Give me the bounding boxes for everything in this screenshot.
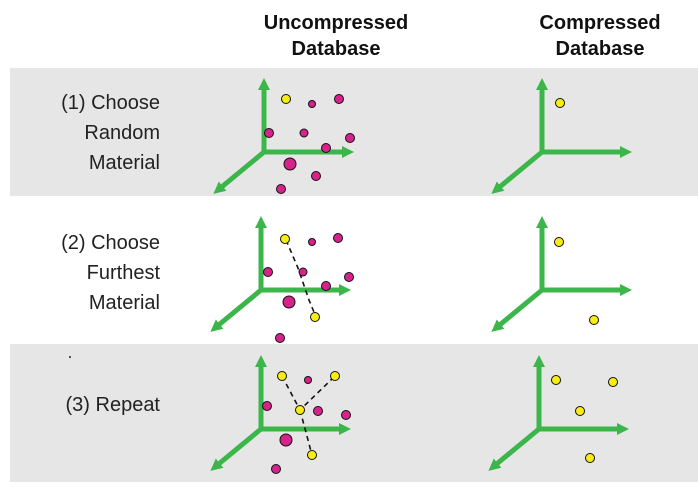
3d-axes-icon [488, 427, 541, 471]
selected-point-icon [555, 98, 565, 108]
material-point-icon [313, 406, 323, 416]
3d-axes-icon [491, 288, 544, 332]
step-label-line: Material [88, 152, 160, 174]
material-point-icon [283, 157, 297, 171]
material-point-icon [308, 100, 316, 108]
step-label-line: Material [88, 292, 160, 314]
selected-point-icon [589, 315, 599, 325]
selected-point-icon [585, 453, 595, 463]
3d-axes-icon [210, 427, 263, 471]
material-point-icon [304, 376, 312, 384]
material-point-icon [264, 128, 274, 138]
uncompressed-database-header: Uncompressed Database [226, 10, 446, 62]
material-point-icon [308, 238, 316, 246]
step-label-line: Furthest [86, 262, 160, 284]
material-point-icon [279, 433, 293, 447]
material-point-icon [298, 267, 308, 277]
selected-point-icon [310, 312, 320, 322]
step-2-label: (2) Choose Furthest Material [20, 228, 160, 318]
step-label-line: (3) Repeat [65, 394, 161, 416]
material-point-icon [333, 233, 343, 243]
step-1-band [10, 68, 698, 196]
material-point-icon [263, 267, 273, 277]
material-point-icon [344, 272, 354, 282]
distance-line [285, 239, 317, 318]
header-line: Database [291, 38, 381, 60]
selected-point-icon [608, 377, 618, 387]
material-point-icon [321, 143, 331, 153]
selected-point-icon [554, 237, 564, 247]
step-1-label: (1) Choose Random Material [20, 88, 160, 178]
material-point-icon [299, 128, 309, 138]
distance-line [299, 409, 313, 456]
compressed-database-header: Compressed Database [490, 10, 698, 62]
selected-point-icon [575, 406, 585, 416]
material-point-icon [262, 401, 272, 411]
selected-point-icon [280, 234, 290, 244]
selected-point-icon [281, 94, 291, 104]
header-line: Uncompressed [263, 12, 409, 34]
selected-point-icon [551, 375, 561, 385]
material-point-icon [275, 333, 285, 343]
3d-axes-icon [210, 288, 263, 332]
material-point-icon [311, 171, 321, 181]
material-point-icon [321, 281, 331, 291]
material-point-icon [271, 464, 281, 474]
step-label-line: (1) Choose [61, 92, 160, 114]
material-point-icon [334, 94, 344, 104]
header-line: Compressed [539, 12, 661, 34]
header-line: Database [555, 38, 645, 60]
3d-axes-icon [213, 150, 266, 194]
selected-point-icon [330, 371, 340, 381]
selected-point-icon [307, 450, 317, 460]
step-label-line: Random [84, 122, 160, 144]
selected-point-icon [295, 405, 305, 415]
material-point-icon [345, 133, 355, 143]
selected-point-icon [277, 371, 287, 381]
stray-dot [69, 356, 71, 358]
step-label-line: (2) Choose [61, 232, 160, 254]
step-2-band [10, 204, 698, 336]
material-point-icon [282, 295, 296, 309]
material-point-icon [276, 184, 286, 194]
step-3-label: (3) Repeat [20, 390, 161, 420]
material-point-icon [341, 410, 351, 420]
3d-axes-icon [491, 150, 544, 194]
